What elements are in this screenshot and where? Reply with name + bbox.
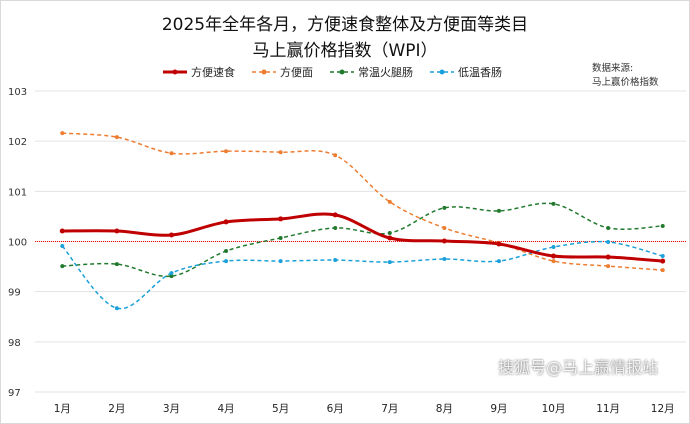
x-tick-label: 10月 bbox=[542, 403, 566, 415]
data-point bbox=[606, 240, 611, 245]
data-point bbox=[60, 131, 65, 136]
data-point bbox=[169, 271, 174, 276]
data-point bbox=[223, 219, 229, 225]
data-point bbox=[333, 225, 338, 230]
series-line-3 bbox=[61, 240, 663, 310]
data-point bbox=[606, 225, 611, 230]
data-point bbox=[496, 208, 501, 213]
data-point bbox=[333, 258, 338, 263]
data-point bbox=[442, 257, 447, 262]
x-tick-label: 12月 bbox=[651, 403, 675, 415]
data-point bbox=[60, 244, 65, 249]
legend-marker bbox=[430, 69, 454, 75]
y-tick-label: 102 bbox=[8, 137, 27, 148]
data-point bbox=[224, 249, 229, 254]
legend-marker bbox=[163, 69, 187, 75]
x-tick-label: 7月 bbox=[381, 403, 398, 415]
y-tick-label: 103 bbox=[8, 87, 27, 98]
data-point bbox=[660, 258, 666, 264]
data-point bbox=[441, 238, 447, 244]
data-point bbox=[496, 241, 502, 247]
data-point bbox=[332, 212, 338, 218]
data-point bbox=[605, 254, 611, 260]
data-point bbox=[660, 268, 665, 273]
x-tick-label: 9月 bbox=[490, 403, 507, 415]
data-point bbox=[169, 151, 174, 156]
x-tick-label: 5月 bbox=[272, 403, 289, 415]
legend-item: 方便速食 bbox=[162, 64, 235, 80]
data-point bbox=[551, 245, 556, 250]
y-tick-label: 100 bbox=[8, 238, 27, 249]
data-point bbox=[442, 225, 447, 230]
source-label: 数据来源: bbox=[592, 63, 634, 74]
data-point bbox=[387, 230, 392, 235]
data-point bbox=[278, 150, 283, 155]
x-tick-label: 2月 bbox=[108, 403, 125, 415]
data-point bbox=[387, 260, 392, 265]
source-name: 马上赢价格指数 bbox=[592, 77, 659, 88]
data-point bbox=[551, 201, 556, 206]
y-tick-label: 97 bbox=[8, 388, 21, 399]
data-point bbox=[660, 254, 665, 259]
x-tick-label: 8月 bbox=[436, 403, 453, 415]
x-tick-label: 1月 bbox=[54, 403, 71, 415]
watermark: 搜狐号@马上赢情报站 bbox=[498, 358, 659, 377]
data-point bbox=[387, 235, 393, 241]
y-tick-label: 99 bbox=[8, 288, 21, 299]
data-point bbox=[660, 223, 665, 228]
x-tick-label: 6月 bbox=[327, 403, 344, 415]
x-tick-label: 4月 bbox=[217, 403, 234, 415]
chart-subtitle: 马上赢价格指数（WPI） bbox=[252, 41, 438, 61]
legend: 方便速食 方便面 常温火腿肠 低温香肠 bbox=[162, 64, 502, 80]
data-point bbox=[278, 235, 283, 240]
x-tick-label: 11月 bbox=[596, 403, 620, 415]
legend-label: 方便速食 bbox=[191, 66, 235, 79]
legend-item: 低温香肠 bbox=[429, 64, 502, 80]
series-line-2 bbox=[62, 202, 663, 278]
series-line-1 bbox=[62, 132, 663, 271]
legend-item: 方便面 bbox=[251, 64, 313, 80]
y-tick-label: 101 bbox=[8, 187, 27, 198]
data-point bbox=[278, 259, 283, 264]
data-point bbox=[224, 149, 229, 154]
data-point bbox=[387, 199, 392, 204]
chart-title: 2025年全年各月，方便速食整体及方便面等类目 bbox=[161, 15, 529, 35]
data-point bbox=[496, 259, 501, 264]
legend-item: 常温火腿肠 bbox=[329, 64, 413, 80]
data-point bbox=[169, 274, 174, 279]
data-point bbox=[60, 264, 65, 269]
data-point bbox=[224, 259, 229, 264]
data-point bbox=[114, 306, 119, 311]
data-point bbox=[278, 216, 284, 222]
data-point bbox=[333, 153, 338, 158]
data-point bbox=[606, 264, 611, 269]
data-source: 数据来源: 马上赢价格指数 bbox=[592, 62, 659, 90]
legend-marker bbox=[252, 69, 276, 75]
data-point bbox=[551, 259, 556, 264]
y-tick-label: 98 bbox=[8, 338, 21, 349]
legend-label: 常温火腿肠 bbox=[358, 66, 413, 79]
data-point bbox=[114, 135, 119, 140]
data-point bbox=[114, 228, 120, 234]
data-point bbox=[168, 232, 174, 238]
legend-marker bbox=[330, 69, 354, 75]
legend-label: 低温香肠 bbox=[458, 66, 502, 79]
data-point bbox=[114, 262, 119, 267]
data-point bbox=[551, 253, 557, 259]
data-point bbox=[442, 205, 447, 210]
series-line-0 bbox=[62, 212, 663, 263]
data-point bbox=[59, 228, 65, 234]
legend-label: 方便面 bbox=[280, 66, 313, 79]
x-tick-label: 3月 bbox=[163, 403, 180, 415]
